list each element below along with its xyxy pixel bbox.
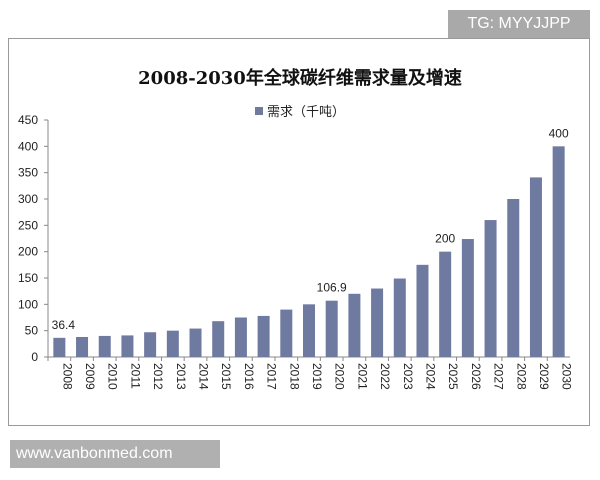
y-tick-label: 0 xyxy=(31,350,38,364)
x-tick-label: 2022 xyxy=(378,363,392,390)
y-tick-label: 300 xyxy=(18,192,38,206)
watermark-top: TG: MYYJJPP xyxy=(448,10,590,38)
bar-2028 xyxy=(507,199,520,357)
bar-2020 xyxy=(325,300,338,357)
x-tick-label: 2019 xyxy=(310,363,324,390)
x-tick-label: 2024 xyxy=(423,363,437,390)
bar-2016 xyxy=(234,317,247,357)
x-tick-label: 2016 xyxy=(242,363,256,390)
x-tick-label: 2009 xyxy=(83,363,97,390)
bar-2019 xyxy=(303,304,315,357)
chart-title: 2008-2030年全球碳纤维需求量及增速 xyxy=(138,68,462,89)
bar-2011 xyxy=(121,335,134,357)
y-tick-label: 450 xyxy=(18,113,38,127)
data-label-2025: 200 xyxy=(435,232,455,246)
y-tick-label: 250 xyxy=(18,218,38,232)
y-tick-label: 400 xyxy=(18,139,38,153)
x-tick-label: 2013 xyxy=(174,363,188,390)
bar-2029 xyxy=(529,177,542,357)
x-tick-label: 2017 xyxy=(265,363,279,390)
bar-2015 xyxy=(212,321,225,357)
x-tick-label: 2020 xyxy=(333,363,347,390)
y-tick-label: 150 xyxy=(18,271,38,285)
x-tick-label: 2030 xyxy=(560,363,574,390)
legend-swatch xyxy=(255,106,263,115)
bar-2009 xyxy=(76,336,89,357)
x-tick-label: 2008 xyxy=(60,363,74,390)
data-label-2030: 400 xyxy=(549,126,569,140)
bar-2022 xyxy=(371,288,384,357)
x-tick-label: 2025 xyxy=(446,363,460,390)
bar-2021 xyxy=(348,293,361,357)
x-tick-label: 2015 xyxy=(219,363,233,390)
x-tick-label: 2026 xyxy=(469,363,483,390)
x-tick-label: 2027 xyxy=(492,363,506,390)
x-tick-label: 2029 xyxy=(537,363,551,390)
bar-2025 xyxy=(439,251,452,357)
bar-2023 xyxy=(393,278,406,357)
x-tick-label: 2011 xyxy=(128,363,142,389)
bar-2010 xyxy=(98,335,111,357)
data-label-2020: 106.9 xyxy=(317,281,347,295)
bar-2008 xyxy=(53,337,66,357)
legend: 需求（千吨） xyxy=(255,101,345,120)
bar-2027 xyxy=(484,220,497,357)
bar-2026 xyxy=(461,239,474,357)
y-tick-label: 200 xyxy=(18,245,38,259)
x-tick-label: 2023 xyxy=(401,363,415,390)
bar-2014 xyxy=(189,328,202,357)
y-tick-label: 50 xyxy=(25,324,39,338)
bar-2017 xyxy=(257,315,270,357)
data-label-2008: 36.4 xyxy=(52,318,76,332)
x-tick-label: 2010 xyxy=(106,363,120,390)
chart-frame xyxy=(8,38,590,426)
x-tick-label: 2014 xyxy=(197,363,211,390)
bar-2013 xyxy=(166,330,179,357)
x-tick-label: 2018 xyxy=(287,363,301,390)
watermark-bottom: www.vanbonmed.com xyxy=(10,440,220,468)
y-tick-label: 100 xyxy=(18,297,38,311)
legend-label: 需求（千吨） xyxy=(267,104,346,119)
x-tick-label: 2021 xyxy=(355,363,369,390)
x-tick-label: 2028 xyxy=(514,363,528,390)
bar-2024 xyxy=(416,264,429,357)
x-tick-label: 2012 xyxy=(151,363,165,390)
y-tick-label: 350 xyxy=(18,166,38,180)
bar-2018 xyxy=(280,309,293,357)
bar-2030 xyxy=(552,146,565,357)
bar-2012 xyxy=(144,332,157,357)
